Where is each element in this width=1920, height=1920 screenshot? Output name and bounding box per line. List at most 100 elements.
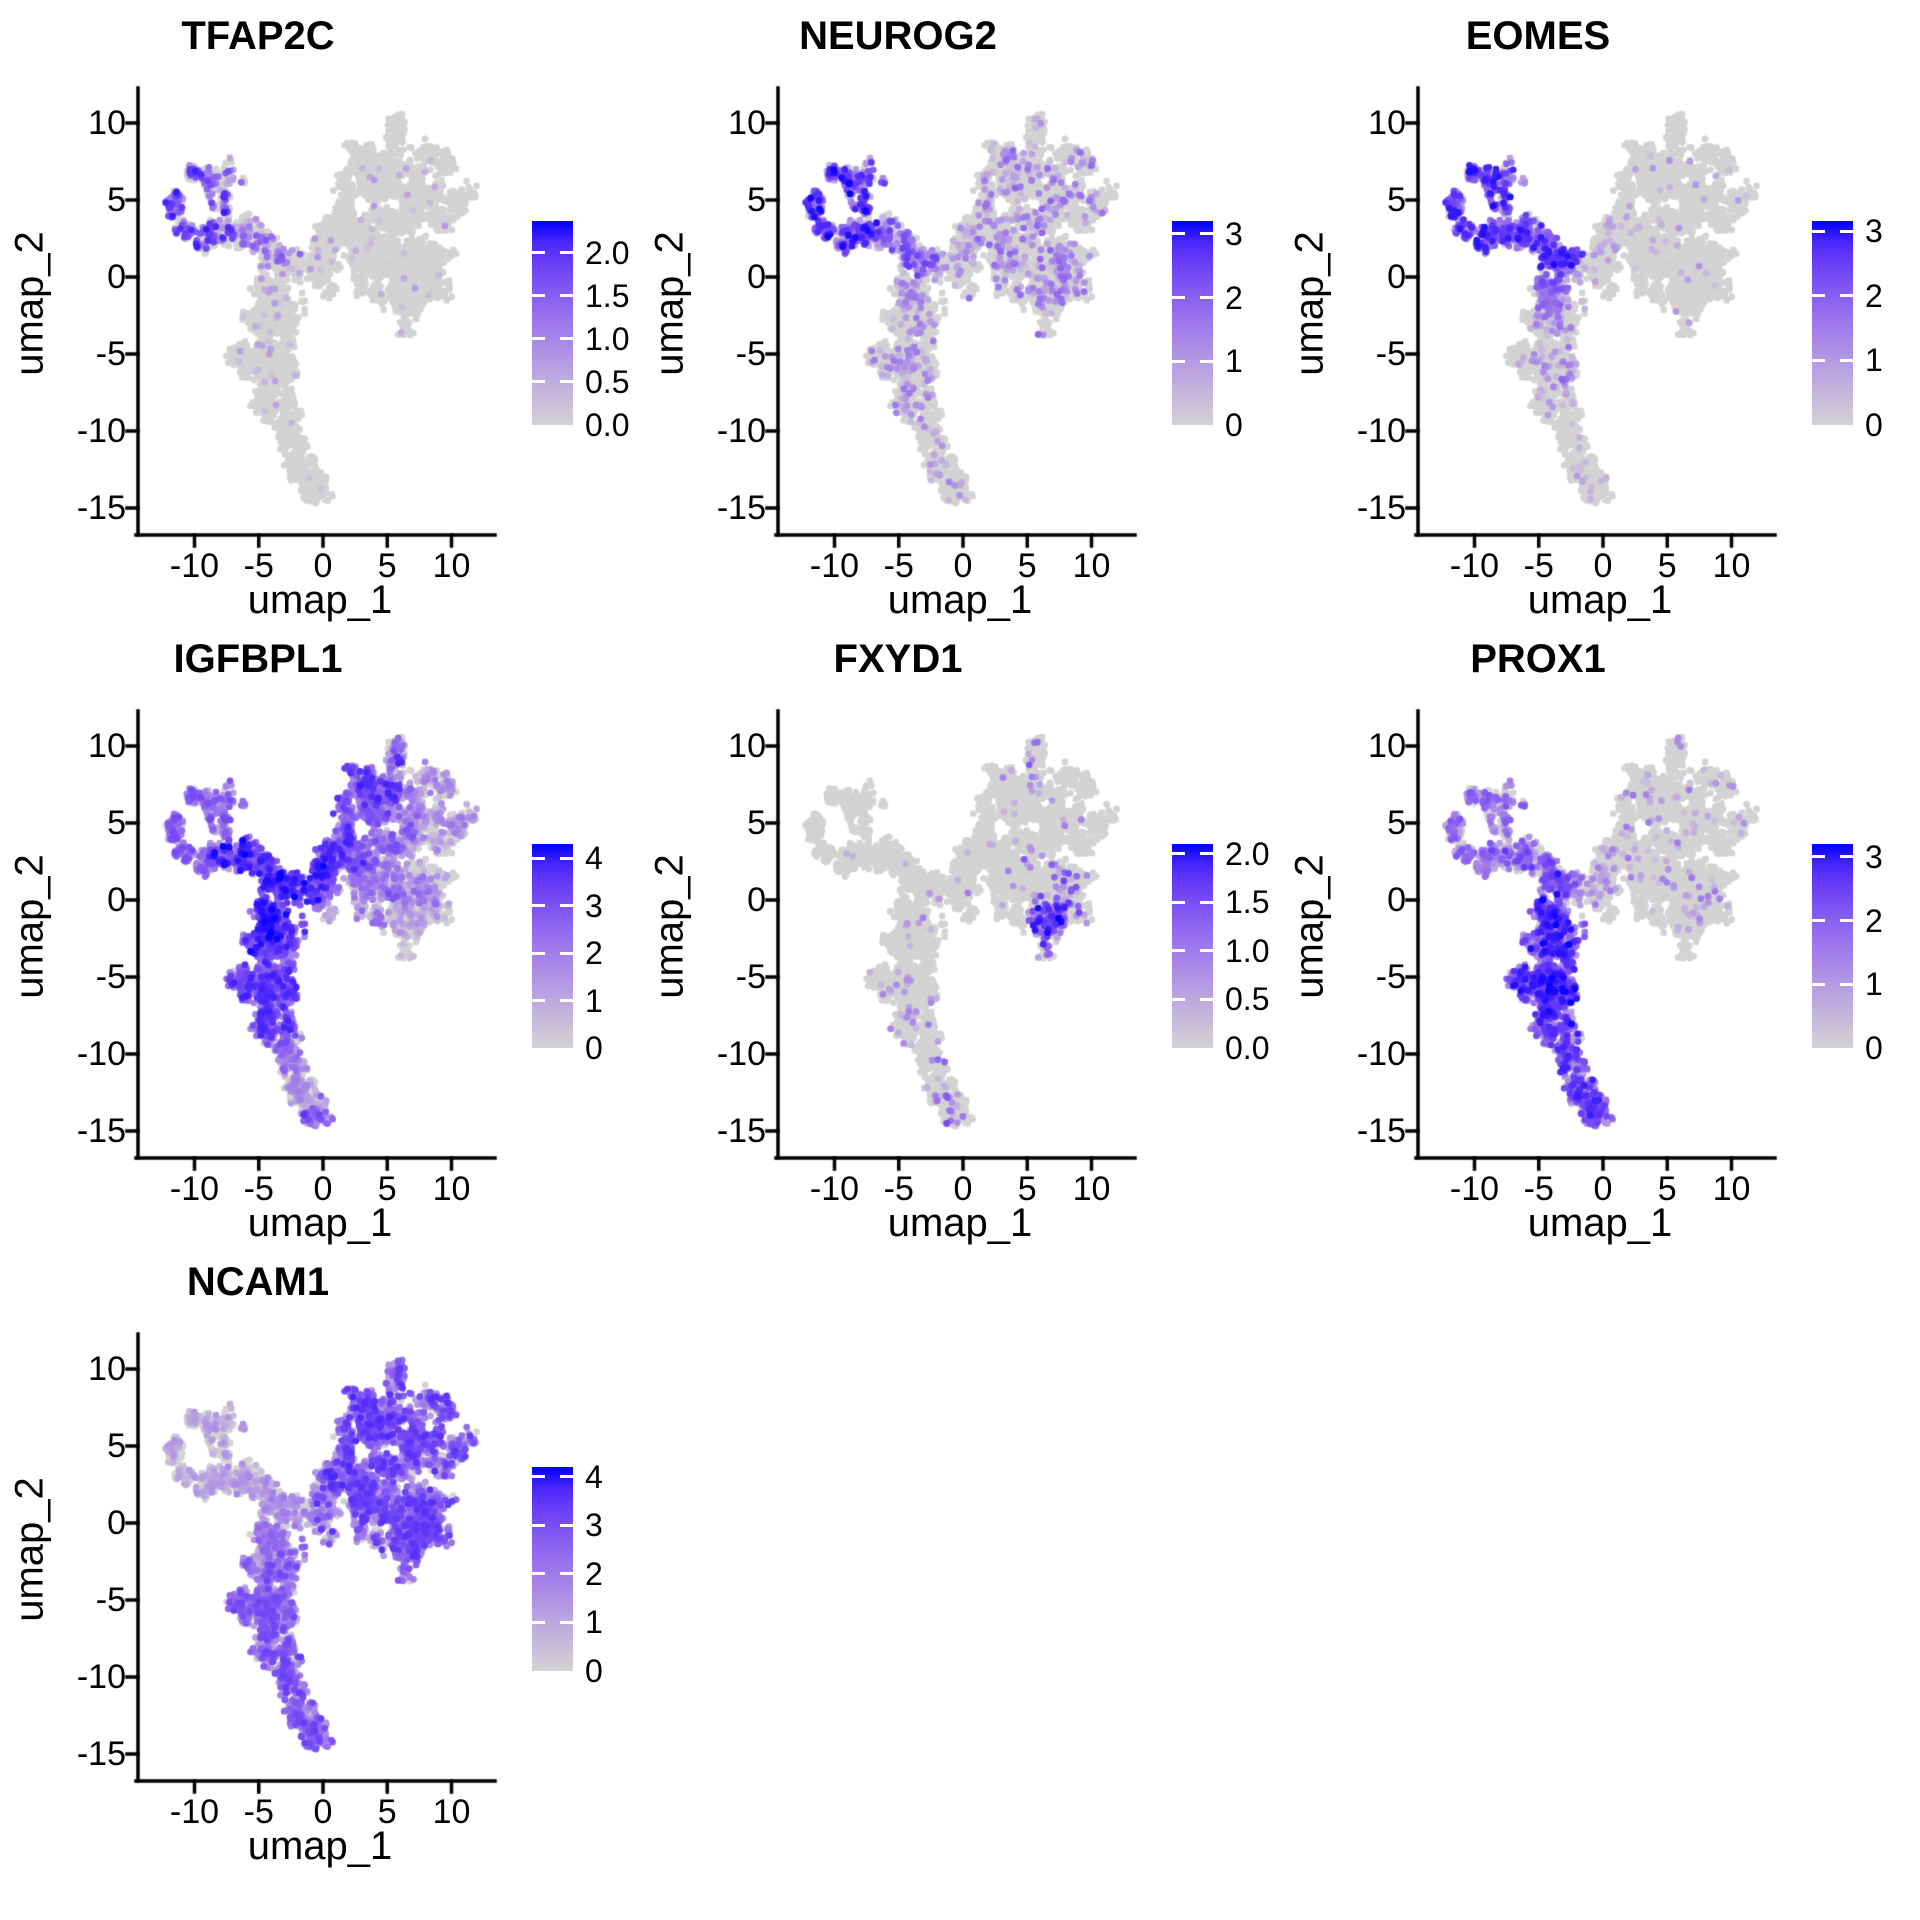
x-tick-label: 5 — [1017, 1170, 1037, 1208]
x-tick-label: 5 — [377, 1170, 397, 1208]
x-axis-title: umap_1 — [247, 1824, 393, 1868]
legend-tick-dash — [560, 856, 573, 860]
umap-panel-igfbpl1: IGFBPL1 umap_2 umap_1 10 5 0 -5 -10 -15 -10 -5 0 5 10… — [0, 623, 640, 1246]
x-axis-title: umap_1 — [1527, 1201, 1673, 1245]
legend-tick-dash — [532, 1475, 545, 1479]
y-tick-label: -5 — [735, 958, 766, 996]
x-tick-label: 0 — [953, 1170, 973, 1208]
y-tick-label: 5 — [107, 1427, 126, 1465]
legend-tick-dash — [532, 1523, 545, 1527]
legend-tick-label: 2 — [1225, 279, 1243, 316]
legend-tick-dash — [532, 294, 545, 298]
legend-tick-dash — [532, 1572, 545, 1576]
panel-title: EOMES — [1465, 14, 1611, 58]
x-tick-label: 10 — [1072, 1170, 1111, 1208]
legend-tick-label: 3 — [1865, 213, 1883, 250]
y-tick-label: -5 — [1375, 958, 1406, 996]
x-tick-label: -5 — [883, 547, 914, 585]
x-tick-label: 5 — [377, 547, 397, 585]
legend-tick-label: 3 — [1865, 838, 1883, 875]
y-tick-label: 0 — [1387, 258, 1406, 296]
legend-tick-dash — [532, 951, 545, 955]
legend-colorbar — [1812, 844, 1853, 1048]
y-tick-label: 10 — [88, 104, 126, 142]
y-tick-label: -5 — [95, 958, 126, 996]
x-tick-label: 10 — [432, 547, 471, 585]
legend-colorbar — [1172, 844, 1213, 1048]
legend-tick-label: 4 — [585, 840, 603, 877]
x-tick-label: -5 — [243, 1170, 274, 1208]
y-tick-label: 10 — [88, 727, 126, 765]
legend-tick-dash — [1812, 229, 1825, 233]
legend-tick-label: 1 — [1865, 342, 1883, 379]
umap-panel-prox1: PROX1 umap_2 umap_1 10 5 0 -5 -10 -15 -10 -5 0 5 10 3 2… — [1280, 623, 1920, 1246]
legend-tick-label: 1.0 — [585, 320, 630, 357]
legend-tick-label: 1.5 — [1225, 884, 1270, 921]
y-tick-label: -5 — [95, 335, 126, 373]
legend-tick-dash — [1172, 949, 1185, 953]
legend-tick-dash — [1840, 855, 1853, 859]
y-tick-label: -15 — [76, 489, 126, 527]
legend-tick-dash — [560, 1572, 573, 1576]
legend-tick-dash — [560, 1475, 573, 1479]
legend-tick-label: 0 — [1865, 407, 1883, 443]
y-tick-label: -15 — [1356, 1112, 1406, 1150]
y-tick-label: 10 — [88, 1350, 126, 1388]
legend-tick-label: 3 — [585, 887, 603, 924]
y-tick-label: -15 — [76, 1735, 126, 1773]
legend-tick-dash — [1172, 359, 1185, 363]
legend-tick-dash — [560, 294, 573, 298]
x-tick-label: 10 — [1712, 547, 1751, 585]
legend-tick-label: 1 — [585, 1604, 603, 1641]
legend-tick-label: 0.5 — [1225, 981, 1270, 1018]
y-tick-label: -10 — [76, 412, 126, 450]
x-tick-label: 5 — [377, 1793, 397, 1831]
legend-tick-label: 1.5 — [585, 277, 630, 314]
y-tick-label: 10 — [728, 104, 766, 142]
umap-panel-eomes: EOMES umap_2 umap_1 10 5 0 -5 -10 -15 -10 -5 0 5 10 3 2… — [1280, 0, 1920, 623]
y-tick-label: 10 — [1368, 727, 1406, 765]
legend-tick-dash — [1840, 919, 1853, 922]
x-axis-title: umap_1 — [1527, 578, 1673, 622]
y-tick-label: -5 — [735, 335, 766, 373]
legend-tick-dash — [1172, 232, 1185, 236]
legend-tick-label: 0 — [1225, 407, 1243, 443]
legend-tick-label: 1 — [1225, 343, 1243, 380]
legend-tick-dash — [1172, 852, 1185, 856]
legend-tick-dash — [1812, 294, 1825, 298]
legend-tick-label: 1 — [1865, 966, 1883, 1003]
y-tick-label: 0 — [107, 258, 126, 296]
legend-tick-dash — [1172, 296, 1185, 299]
x-tick-label: -10 — [809, 1170, 860, 1208]
legend-tick-label: 2.0 — [585, 234, 630, 271]
x-tick-label: -5 — [243, 1793, 274, 1831]
legend-tick-dash — [560, 999, 573, 1003]
legend-tick-label: 0 — [585, 1653, 603, 1689]
legend-tick-dash — [1200, 949, 1213, 953]
legend-tick-label: 2 — [585, 935, 603, 972]
legend-tick-dash — [1200, 232, 1213, 236]
legend-tick-dash — [560, 951, 573, 955]
legend-tick-label: 1 — [585, 982, 603, 1019]
legend-tick-label: 2 — [585, 1555, 603, 1592]
y-tick-label: 5 — [747, 804, 766, 842]
x-tick-label: -10 — [169, 547, 220, 585]
x-tick-label: 10 — [432, 1793, 471, 1831]
legend-tick-dash — [560, 380, 573, 384]
x-tick-label: -5 — [1523, 1170, 1554, 1208]
y-tick-label: -10 — [76, 1035, 126, 1073]
y-tick-label: -5 — [95, 1581, 126, 1619]
umap-panel-ncam1: NCAM1 umap_2 umap_1 10 5 0 -5 -10 -15 -10 -5 0 5 10 4 3… — [0, 1246, 640, 1869]
legend-tick-label: 0.5 — [585, 363, 630, 400]
y-tick-label: -5 — [1375, 335, 1406, 373]
x-tick-label: -5 — [883, 1170, 914, 1208]
legend-tick-label: 2 — [1865, 902, 1883, 939]
x-tick-label: 0 — [1593, 1170, 1613, 1208]
x-tick-label: -5 — [243, 547, 274, 585]
y-tick-label: 0 — [107, 1504, 126, 1542]
legend-tick-dash — [560, 251, 573, 255]
x-tick-label: 0 — [313, 547, 333, 585]
x-tick-label: -10 — [169, 1793, 220, 1831]
x-tick-label: -10 — [1449, 1170, 1500, 1208]
legend-tick-dash — [1812, 855, 1825, 859]
